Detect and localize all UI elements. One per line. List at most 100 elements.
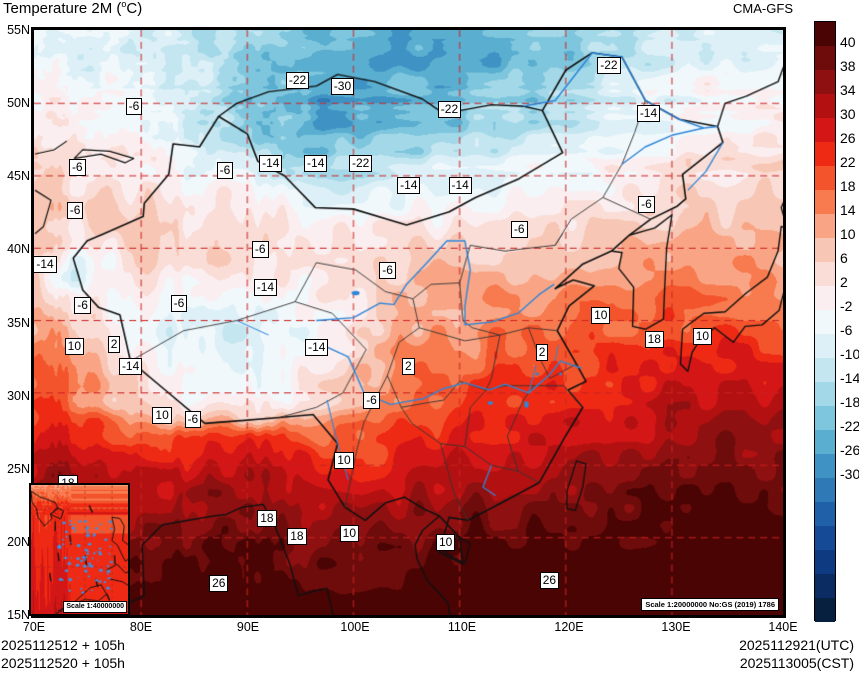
- colorbar-tick--14: -14: [840, 370, 859, 386]
- colorbar-swatch: [815, 70, 835, 94]
- map-scale-label: Scale 1:20000000 No:GS (2019) 1786: [641, 598, 779, 611]
- contour-label--22: -22: [348, 155, 373, 173]
- degree-symbol: o: [121, 0, 127, 9]
- contour-label--14: -14: [304, 155, 328, 173]
- inset-scale-label: Scale 1:40000000: [63, 601, 127, 613]
- lon-tick-80E: 80E: [129, 620, 153, 634]
- colorbar-tick--10: -10: [840, 346, 859, 362]
- colorbar-tick-40: 40: [840, 34, 856, 50]
- colorbar-swatch: [815, 334, 835, 358]
- contour-label--14: -14: [259, 155, 283, 173]
- map-frame[interactable]: Scale 1:20000000 No:GS (2019) 1786: [31, 27, 786, 618]
- colorbar-tick--6: -6: [840, 322, 853, 338]
- colorbar-swatch: [815, 478, 835, 502]
- contour-label--6: -6: [170, 295, 188, 313]
- colorbar-tick-30: 30: [840, 106, 856, 122]
- colorbar-swatch: [815, 94, 835, 118]
- colorbar-swatch: [815, 46, 835, 70]
- page-title-unit: C): [126, 0, 143, 17]
- lon-tick-130E: 130E: [661, 620, 691, 634]
- contour-label-10: 10: [334, 451, 354, 469]
- footer-valid-time-cst: 2025113005(CST): [739, 655, 854, 671]
- contour-label--22: -22: [597, 57, 621, 75]
- lat-tick-30N: 30N: [7, 388, 30, 403]
- colorbar-tick-2: 2: [840, 274, 848, 290]
- lon-tick-120E: 120E: [554, 620, 584, 634]
- colorbar-swatch: [815, 502, 835, 526]
- lat-tick-25N: 25N: [7, 461, 30, 476]
- colorbar-swatch: [815, 286, 835, 310]
- lon-tick-100E: 100E: [340, 620, 370, 634]
- footer-init-time-utc: 2025112512 + 105h: [1, 637, 125, 653]
- footer-valid-time-utc: 2025112921(UTC): [739, 637, 854, 653]
- inset-map[interactable]: Scale 1:40000000: [29, 483, 130, 616]
- contour-label--6: -6: [68, 159, 86, 177]
- colorbar-swatch: [815, 214, 835, 238]
- contour-label-18: 18: [287, 528, 307, 546]
- contour-label--6: -6: [125, 98, 143, 116]
- colorbar-tick-6: 6: [840, 250, 848, 266]
- colorbar-tick-10: 10: [840, 226, 856, 242]
- colorbar-tick--22: -22: [840, 418, 859, 434]
- contour-label-26: 26: [209, 574, 229, 592]
- colorbar-swatch: [815, 310, 835, 334]
- colorbar-swatch: [815, 550, 835, 574]
- colorbar-swatch: [815, 238, 835, 262]
- colorbar[interactable]: [814, 21, 836, 622]
- contour-label--14: -14: [397, 177, 421, 195]
- colorbar-swatch: [815, 118, 835, 142]
- page-title-text: Temperature 2M (: [3, 0, 122, 17]
- colorbar-tick--18: -18: [840, 394, 859, 410]
- colorbar-tick-18: 18: [840, 178, 856, 194]
- lon-tick-90E: 90E: [236, 620, 260, 634]
- contour-label--14: -14: [253, 279, 278, 297]
- colorbar-swatch: [815, 526, 835, 550]
- colorbar-swatch: [815, 142, 835, 166]
- temperature-field: [34, 30, 783, 615]
- colorbar-swatch: [815, 430, 835, 454]
- contour-label--30: -30: [330, 77, 355, 95]
- colorbar-ticks: 40 38 34 30 26 22 18 14 10 6 2 -2 -6 -10 -14 -18 -22 -26 -…: [838, 21, 859, 621]
- colorbar-tick-14: 14: [840, 202, 856, 218]
- contour-label-2: 2: [535, 343, 549, 361]
- colorbar-tick-26: 26: [840, 130, 856, 146]
- contour-label--14: -14: [305, 339, 329, 357]
- colorbar-swatch: [815, 358, 835, 382]
- colorbar-swatch: [815, 190, 835, 214]
- contour-label-10: 10: [435, 533, 456, 551]
- contour-label-26: 26: [539, 571, 560, 589]
- contour-label--6: -6: [216, 162, 234, 180]
- contour-label-10: 10: [152, 406, 172, 424]
- contour-label--6: -6: [66, 201, 84, 219]
- colorbar-tick-38: 38: [840, 58, 856, 74]
- colorbar-swatch: [815, 454, 835, 478]
- contour-label--6: -6: [510, 220, 528, 238]
- colorbar-swatch: [815, 382, 835, 406]
- colorbar-swatch: [815, 262, 835, 286]
- lon-tick-110E: 110E: [447, 620, 477, 634]
- contour-label-10: 10: [692, 327, 713, 345]
- lat-tick-45N: 45N: [7, 169, 30, 184]
- colorbar-tick-34: 34: [840, 82, 856, 98]
- colorbar-tick--30: -30: [840, 466, 859, 482]
- colorbar-swatch: [815, 166, 835, 190]
- colorbar-tick--2: -2: [840, 298, 853, 314]
- colorbar-swatch: [815, 22, 835, 46]
- model-label: CMA-GFS: [733, 1, 793, 16]
- colorbar-swatch: [815, 598, 835, 622]
- lat-tick-40N: 40N: [7, 242, 30, 257]
- contour-label--6: -6: [363, 392, 380, 409]
- temperature-raster: [34, 30, 783, 615]
- contour-label--6: -6: [638, 196, 655, 214]
- contour-label--14: -14: [636, 105, 661, 123]
- contour-label-18: 18: [644, 330, 664, 348]
- contour-label--22: -22: [285, 71, 310, 89]
- contour-label-2: 2: [402, 358, 415, 376]
- contour-label--6: -6: [184, 411, 202, 429]
- lon-tick-70E: 70E: [22, 620, 46, 634]
- contour-label--22: -22: [437, 100, 462, 118]
- contour-label-2: 2: [107, 336, 121, 354]
- contour-label--6: -6: [251, 241, 269, 259]
- contour-label-10: 10: [591, 307, 611, 325]
- colorbar-tick-22: 22: [840, 154, 856, 170]
